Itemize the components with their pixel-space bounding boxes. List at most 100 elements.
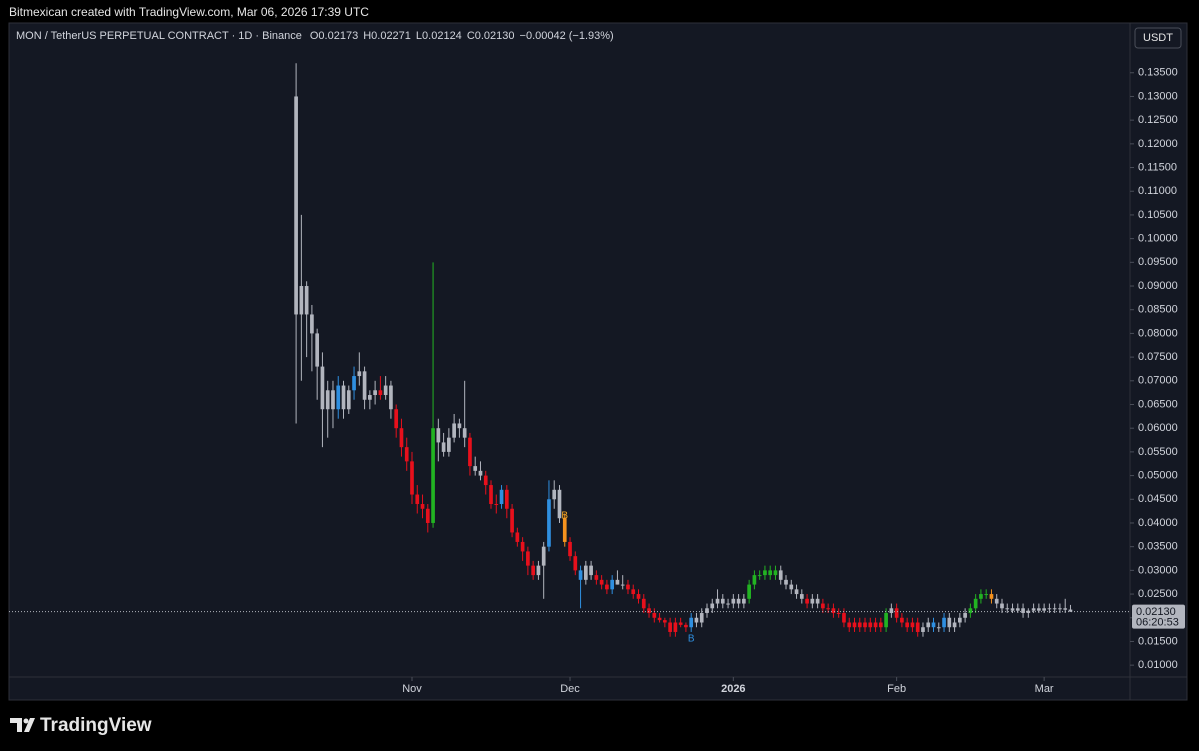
candle-body [915, 622, 920, 632]
candle-body [673, 622, 678, 632]
candle-body [768, 570, 773, 576]
y-tick-label: 0.10000 [1138, 233, 1178, 245]
candle-body [794, 589, 799, 595]
candle-body [900, 617, 904, 623]
y-tick-label: 0.04500 [1138, 493, 1178, 505]
y-tick-label: 0.05500 [1138, 446, 1178, 458]
chart-panel [8, 22, 1188, 701]
candle-body [362, 371, 367, 400]
y-tick-label: 0.09500 [1138, 256, 1178, 268]
candle-body [1068, 609, 1073, 612]
candle-body [425, 508, 430, 523]
candle-body [494, 504, 499, 506]
candle-body [399, 428, 404, 448]
candle-body [810, 598, 815, 604]
currency-button[interactable] [1134, 27, 1182, 49]
y-tick-label: 0.05000 [1138, 469, 1178, 481]
candle-body [431, 428, 435, 523]
candle-body [341, 385, 346, 410]
candle-body [878, 622, 883, 628]
candle-body [826, 608, 830, 610]
candle-body [315, 333, 320, 367]
candle-body [320, 366, 325, 410]
candle-body [573, 556, 578, 571]
candle-body [773, 570, 778, 576]
candle-body [331, 390, 335, 410]
candle-body [1005, 608, 1010, 610]
candle-body [1000, 603, 1004, 609]
candle-body [462, 428, 467, 438]
candle-body [989, 594, 994, 599]
candle-body [1026, 610, 1031, 614]
candle-body [921, 627, 925, 632]
candle-body [979, 594, 983, 599]
y-tick-label: 0.07000 [1138, 375, 1178, 387]
candle-body [499, 489, 504, 505]
logo [10, 718, 35, 732]
candle-body [1010, 608, 1015, 611]
candle-body [583, 565, 588, 580]
candle-body [742, 598, 746, 604]
x-tick-label: Dec [560, 683, 580, 695]
candle-body [615, 579, 620, 585]
y-tick-label: 0.10500 [1138, 209, 1178, 221]
candle-body [394, 409, 399, 429]
low: L0.02124 [416, 30, 462, 42]
candle-body [873, 622, 878, 628]
countdown: 06:20:53 [1136, 617, 1179, 629]
x-tick-label: Nov [402, 683, 422, 695]
candle-body [958, 617, 962, 623]
y-tick-label: 0.13000 [1138, 90, 1178, 102]
candle-body [404, 447, 409, 462]
candle-body [520, 541, 525, 552]
candle-body [1058, 608, 1062, 610]
y-tick-label: 0.07500 [1138, 351, 1178, 363]
candle-body [994, 598, 999, 604]
header: Bitmexican created with TradingView.com,… [9, 5, 369, 19]
candle-body [352, 376, 356, 391]
signal-label: B [561, 511, 568, 522]
candle-body [705, 608, 709, 614]
candle-body [689, 617, 694, 628]
candle-body [710, 603, 715, 609]
candle-body [805, 598, 809, 604]
open: O0.02173 [310, 30, 358, 42]
candle-body [578, 570, 583, 580]
y-tick-label: 0.12500 [1138, 114, 1178, 126]
candle-body [547, 499, 551, 547]
candle-body [910, 622, 915, 628]
candle-body [694, 617, 699, 623]
candle-body [789, 584, 794, 590]
candle-body [857, 622, 862, 628]
candle-body [415, 494, 420, 505]
y-tick-label: 0.08000 [1138, 327, 1178, 339]
candle-body [489, 485, 493, 505]
candle-body [668, 622, 672, 632]
candle-body [984, 594, 989, 596]
candle-body [763, 570, 767, 576]
symbol: MON / TetherUS PERPETUAL CONTRACT · 1D ·… [16, 30, 302, 42]
candle-body [368, 395, 372, 400]
candle-body [931, 622, 936, 628]
y-tick-label: 0.08500 [1138, 304, 1178, 316]
candle-body [294, 96, 298, 315]
candle-body [847, 622, 852, 628]
candle-body [663, 620, 667, 623]
candle-body [752, 575, 757, 585]
candle-body [626, 584, 630, 590]
candle-body [936, 627, 941, 629]
candle-body [926, 622, 931, 628]
candle-body [784, 579, 788, 585]
close: C0.02130 [467, 30, 515, 42]
y-tick-label: 0.01500 [1138, 635, 1178, 647]
candle-body [1021, 608, 1025, 614]
candle-body [726, 603, 730, 605]
y-tick-label: 0.02500 [1138, 588, 1178, 600]
candle-body [457, 423, 462, 429]
candle-body [1015, 608, 1020, 611]
signal-label: B [688, 634, 695, 645]
candle-body [868, 622, 873, 628]
candle-body [652, 613, 657, 618]
candle-body [747, 584, 751, 599]
